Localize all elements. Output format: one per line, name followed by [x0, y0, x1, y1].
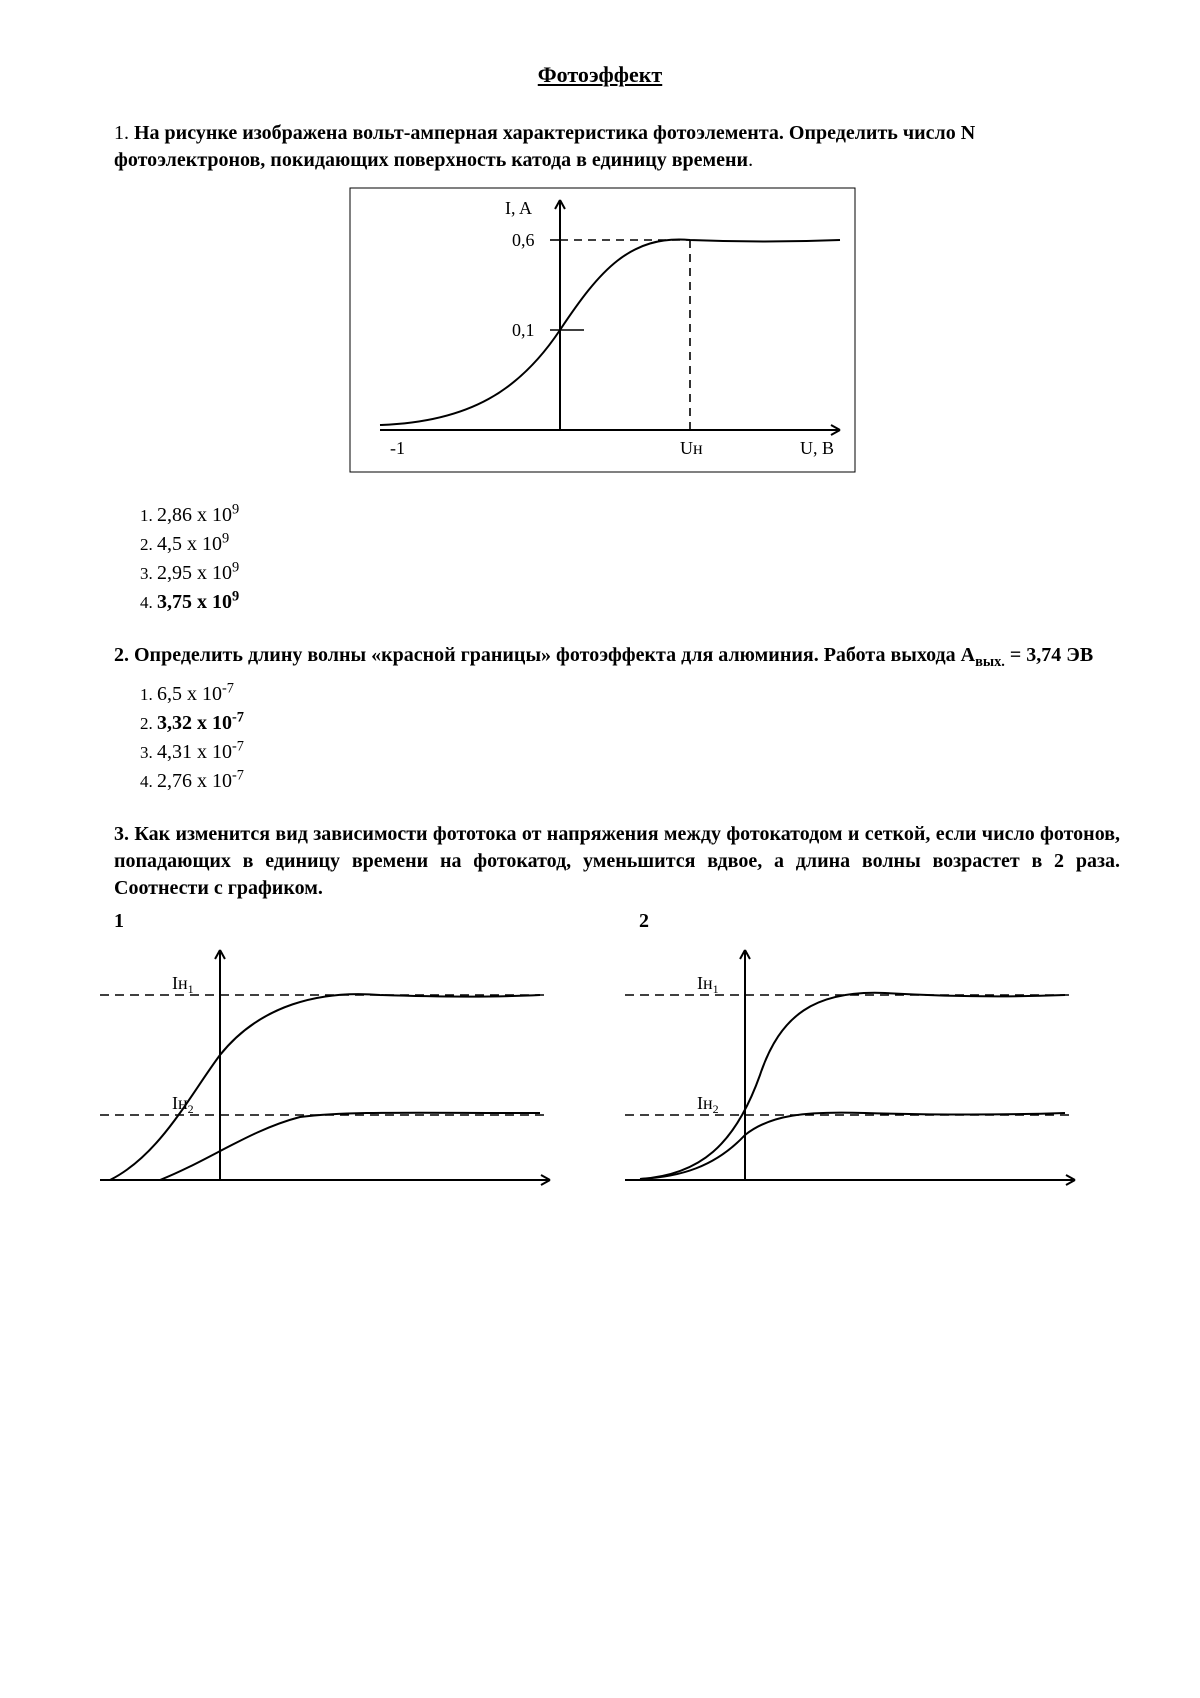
q1-number: 1. [114, 122, 129, 144]
q1-tail: . [748, 149, 753, 171]
q2-text: 2. Определить длину волны «красной грани… [114, 644, 975, 666]
svg-text:Uн: Uн [680, 438, 703, 458]
answer-option: 2. 4,5 x 109 [140, 531, 1120, 558]
page-title: Фотоэффект [80, 60, 1120, 90]
svg-text:Iн1: Iн1 [172, 973, 194, 996]
answer-option: 1. 2,86 x 109 [140, 502, 1120, 529]
question-2: 2. Определить длину волны «красной грани… [80, 642, 1120, 795]
q3-chart-1: Iн1Iн2 [80, 935, 595, 1213]
answer-option: 3. 4,31 x 10-7 [140, 739, 1120, 766]
q2-sub: вых. [975, 654, 1005, 670]
svg-text:Iн1: Iн1 [697, 973, 719, 996]
q1-chart: I, A U, B Uн -1 0,6 0,1 [80, 180, 1120, 488]
q3-label-2: 2 [605, 908, 1120, 935]
svg-text:-1: -1 [390, 438, 405, 458]
question-3: 3. Как изменится вид зависимости фототок… [80, 821, 1120, 1213]
answer-option: 2. 3,32 х 10-7 [140, 710, 1120, 737]
answer-option: 4. 3,75 х 109 [140, 589, 1120, 616]
q3-chart-2: Iн1 Iн2 [605, 935, 1120, 1213]
answer-option: 3. 2,95 x 109 [140, 560, 1120, 587]
svg-text:0,6: 0,6 [512, 230, 535, 250]
svg-text:Iн2: Iн2 [697, 1093, 719, 1116]
answer-option: 1. 6,5 x 10-7 [140, 681, 1120, 708]
q2-answers: 1. 6,5 x 10-72. 3,32 х 10-73. 4,31 x 10-… [80, 681, 1120, 795]
answer-option: 4. 2,76 x 10-7 [140, 768, 1120, 795]
q2-tail: = 3,74 ЭВ [1005, 644, 1093, 666]
q3-label-1: 1 [80, 908, 595, 935]
q1-text: На рисунке изображена вольт-амперная хар… [114, 122, 975, 171]
question-1: 1. На рисунке изображена вольт-амперная … [80, 120, 1120, 616]
svg-text:U, B: U, B [800, 438, 834, 458]
q1-answers: 1. 2,86 x 1092. 4,5 x 1093. 2,95 x 1094.… [80, 502, 1120, 616]
svg-text:I, A: I, A [505, 198, 532, 218]
svg-text:0,1: 0,1 [512, 320, 535, 340]
q3-text: 3. Как изменится вид зависимости фототок… [80, 821, 1120, 902]
